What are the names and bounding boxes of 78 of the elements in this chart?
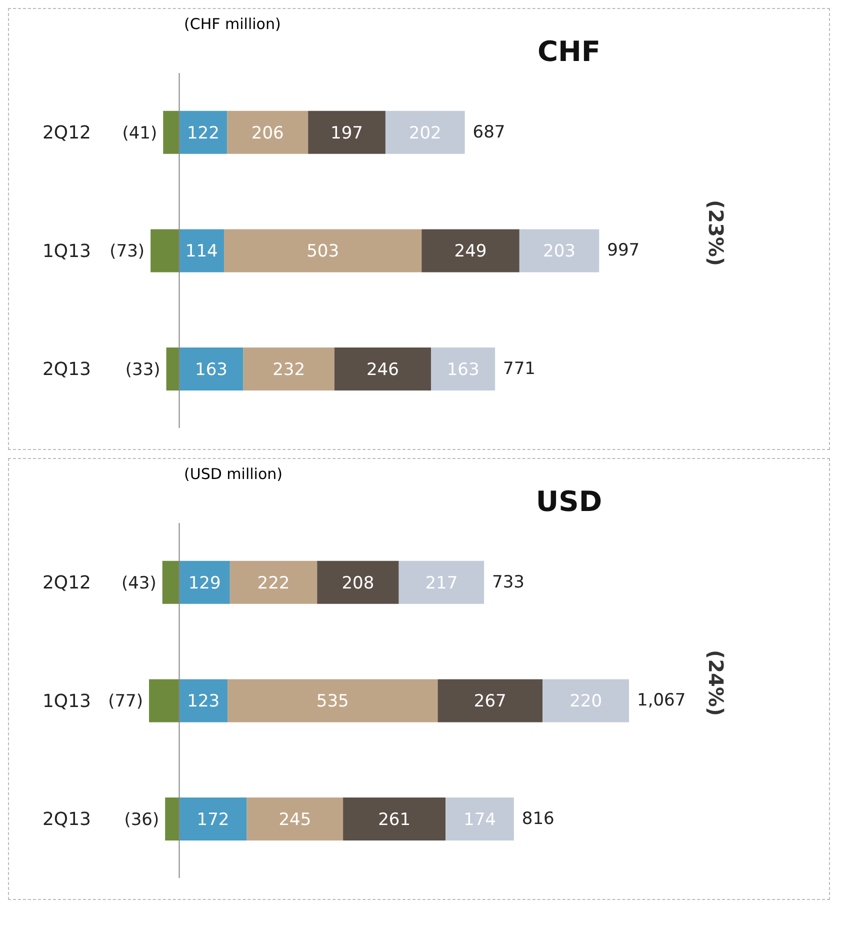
bar (179, 348, 244, 391)
bar (446, 798, 514, 841)
data-label: 261 (378, 810, 411, 830)
data-label: 232 (272, 360, 306, 380)
data-label: (36) (124, 810, 160, 830)
bar (150, 229, 180, 272)
y-tick-label: 2Q13 (42, 359, 91, 380)
chart-subtitle: (CHF million) (184, 15, 282, 33)
total-label: 687 (472, 122, 506, 142)
total-label: 771 (503, 359, 536, 380)
data-label: 172 (196, 810, 230, 830)
bar (519, 229, 600, 272)
y-tick-label: 1Q13 (42, 240, 91, 262)
data-label: 197 (330, 123, 363, 144)
data-label: 202 (408, 123, 442, 144)
bar (165, 798, 180, 841)
data-label: 535 (316, 692, 349, 712)
data-label: 222 (257, 573, 290, 594)
data-label: 503 (306, 242, 340, 262)
data-label: 246 (366, 360, 399, 380)
data-label: 206 (251, 123, 284, 144)
data-label: (41) (122, 123, 158, 144)
bar (385, 110, 465, 154)
bar (162, 560, 180, 604)
data-label: 267 (474, 692, 506, 712)
total-label: 997 (607, 240, 640, 261)
y-tick-label: 1Q13 (42, 690, 91, 712)
bar (179, 560, 230, 604)
total-label: 733 (492, 572, 525, 592)
bar (224, 229, 422, 272)
bar (398, 560, 484, 604)
bar (227, 110, 308, 154)
bar (230, 560, 318, 604)
bar (163, 110, 180, 154)
bar (438, 679, 543, 722)
data-label: 203 (543, 242, 576, 262)
chart-title: CHF (537, 35, 601, 68)
data-label: (77) (108, 692, 143, 712)
data-label: 163 (195, 360, 228, 380)
y-tick-label: 2Q12 (42, 122, 91, 144)
bar (179, 229, 224, 272)
bar (246, 798, 344, 841)
data-label: 245 (278, 810, 312, 830)
bar (317, 560, 399, 604)
chart-subtitle: (USD million) (184, 465, 284, 483)
data-label: 217 (425, 573, 458, 594)
data-label: 220 (570, 692, 602, 712)
data-label: (43) (121, 573, 156, 594)
data-label: 129 (188, 573, 221, 594)
data-label: 208 (342, 573, 374, 594)
bar (228, 679, 438, 722)
y-tick-label: 2Q12 (42, 572, 91, 594)
data-label: 163 (446, 360, 480, 380)
bar (343, 798, 446, 841)
bar (179, 679, 228, 722)
y-tick-label: 2Q13 (42, 809, 91, 830)
bar (166, 348, 180, 391)
bar (542, 679, 629, 722)
bar (179, 798, 247, 841)
bar (308, 110, 386, 154)
bar (149, 679, 180, 722)
data-label: (33) (125, 360, 160, 380)
text: (23%) (704, 200, 728, 266)
data-label: 174 (464, 810, 496, 830)
bar (422, 229, 520, 272)
bar (179, 110, 228, 154)
data-label: (73) (110, 242, 145, 262)
chart-title: USD (536, 485, 602, 518)
data-label: 123 (187, 692, 220, 712)
total-label: 816 (522, 809, 554, 830)
data-label: 249 (454, 242, 487, 262)
bar (334, 348, 432, 391)
bar (431, 348, 496, 391)
data-label: 122 (186, 123, 220, 144)
text: (24%) (704, 650, 728, 716)
total-label: 1,067 (637, 690, 686, 711)
bar (243, 348, 334, 391)
data-label: 114 (185, 242, 218, 262)
